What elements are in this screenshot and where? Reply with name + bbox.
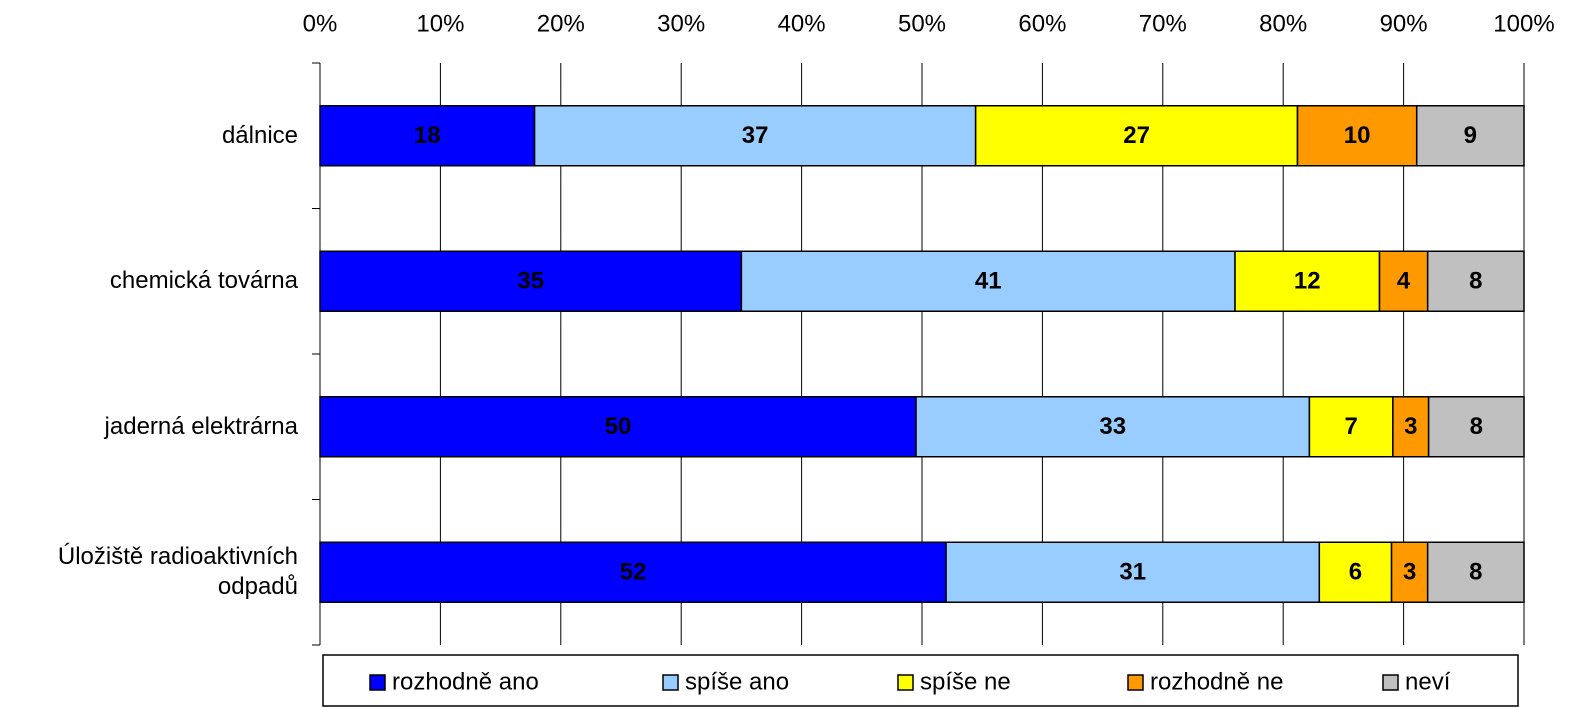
data-label: 37 [742, 122, 769, 149]
bar-segment [740, 250, 1236, 312]
bar-segment [1415, 105, 1525, 167]
data-label: 8 [1469, 559, 1482, 586]
x-tick-label: 80% [1259, 10, 1307, 37]
bar-segment [319, 541, 947, 603]
data-label: 4 [1397, 268, 1411, 295]
data-label: 52 [620, 559, 647, 586]
bar-segment [974, 105, 1299, 167]
x-tick-label: 90% [1380, 10, 1428, 37]
x-tick-label: 20% [537, 10, 585, 37]
data-label: 7 [1344, 413, 1357, 440]
legend-label: spíše ano [685, 668, 789, 695]
legend-label: rozhodně ne [1150, 668, 1283, 695]
x-tick-label: 50% [898, 10, 946, 37]
data-label: 31 [1119, 559, 1146, 586]
data-label: 35 [517, 268, 544, 295]
bar-segment [1378, 250, 1429, 312]
bar-segment [1234, 250, 1381, 312]
data-label: 33 [1099, 413, 1126, 440]
bar-segment [319, 250, 743, 312]
data-label: 50 [605, 413, 632, 440]
data-label: 10 [1344, 122, 1371, 149]
data-label: 3 [1404, 413, 1417, 440]
x-tick-label: 30% [657, 10, 705, 37]
bar-segment [1427, 396, 1525, 458]
legend-box [322, 654, 1519, 707]
data-label: 8 [1469, 268, 1482, 295]
legend-marker [897, 674, 914, 691]
bar-segment [319, 105, 536, 167]
y-tick-label: chemická továrna [109, 267, 298, 295]
data-label: 9 [1464, 122, 1477, 149]
y-tick-label: Úložiště radioaktivních odpadů [57, 543, 298, 601]
data-label: 6 [1349, 559, 1362, 586]
legend-marker [662, 674, 679, 691]
x-tick-label: 40% [778, 10, 826, 37]
y-tick-label: jaderná elektrárna [104, 412, 298, 440]
data-label: 3 [1403, 559, 1416, 586]
data-label: 27 [1123, 122, 1150, 149]
bar-segment [945, 541, 1321, 603]
legend-marker [1127, 674, 1144, 691]
bar-segment [1308, 396, 1394, 458]
data-label: 12 [1294, 268, 1321, 295]
legend-label: rozhodně ano [392, 668, 539, 695]
bar-segment [533, 105, 977, 167]
legend-marker [1382, 674, 1399, 691]
x-tick-label: 10% [416, 10, 464, 37]
bar-segment [1426, 541, 1525, 603]
x-tick-label: 70% [1139, 10, 1187, 37]
bar-segment [319, 396, 917, 458]
legend-label: spíše ne [920, 668, 1011, 695]
bar-segment [1426, 250, 1525, 312]
x-tick-label: 100% [1493, 10, 1554, 37]
legend-label: neví [1405, 668, 1451, 695]
legend-marker [369, 674, 386, 691]
x-tick-label: 0% [303, 10, 338, 37]
data-label: 8 [1470, 413, 1483, 440]
data-label: 18 [414, 122, 441, 149]
bar-segment [1390, 541, 1429, 603]
data-label: 41 [975, 268, 1002, 295]
x-tick-label: 60% [1018, 10, 1066, 37]
y-tick-label: dálnice [221, 121, 298, 149]
